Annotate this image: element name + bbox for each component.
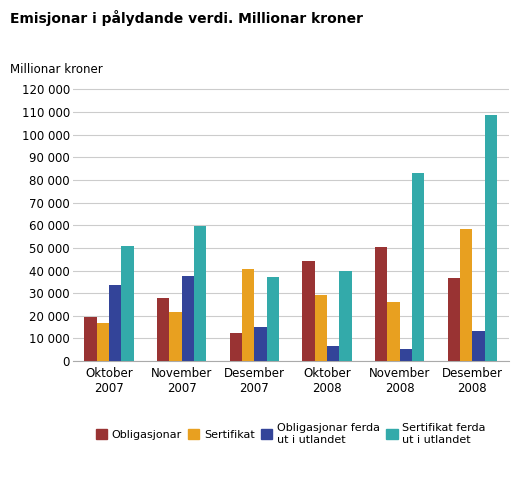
Bar (327, 346, 339, 361)
Bar (315, 295, 327, 361)
Bar (97, 323, 109, 361)
Text: Millionar kroner: Millionar kroner (10, 63, 103, 77)
Bar (229, 333, 242, 361)
Bar (169, 312, 182, 361)
Bar (447, 279, 460, 361)
Bar (182, 276, 194, 361)
Bar (460, 229, 472, 361)
Bar (242, 269, 254, 361)
Text: Emisjonar i pålydande verdi. Millionar kroner: Emisjonar i pålydande verdi. Millionar k… (10, 10, 363, 26)
Legend: Obligasjonar, Sertifikat, Obligasjonar ferda
ut i utlandet, Sertifikat ferda
ut : Obligasjonar, Sertifikat, Obligasjonar f… (96, 423, 485, 445)
Bar (387, 302, 400, 361)
Bar (302, 262, 315, 361)
Bar (339, 270, 352, 361)
Bar (194, 226, 207, 361)
Bar (121, 245, 134, 361)
Bar (412, 173, 425, 361)
Bar (109, 285, 121, 361)
Bar (267, 277, 279, 361)
Bar (472, 330, 485, 361)
Bar (485, 116, 497, 361)
Bar (84, 317, 97, 361)
Bar (254, 327, 267, 361)
Bar (375, 247, 387, 361)
Bar (400, 348, 412, 361)
Bar (157, 298, 169, 361)
